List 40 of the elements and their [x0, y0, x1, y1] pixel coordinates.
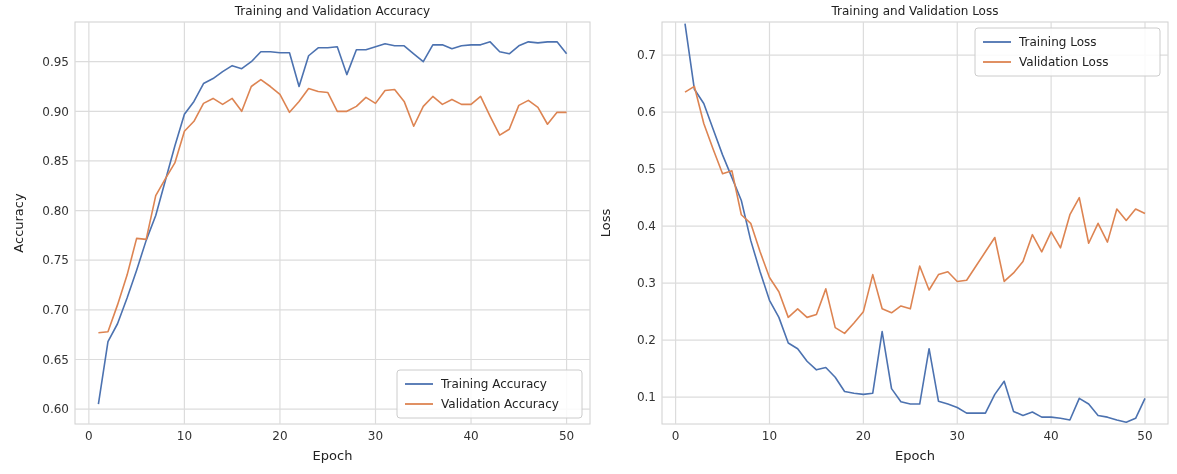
x-tick-label: 20 [272, 429, 288, 443]
y-tick-label: 0.4 [636, 219, 656, 234]
y-tick-label: 0.7 [636, 48, 656, 63]
chart-title: Training and Validation Loss [830, 4, 999, 18]
y-tick-label: 0.95 [42, 54, 69, 69]
y-tick-label: 0.65 [42, 352, 69, 367]
x-axis-title: Epoch [312, 448, 353, 463]
legend-label: Validation Loss [1019, 55, 1109, 70]
y-tick-label: 0.60 [42, 402, 69, 417]
y-tick-label: 0.85 [42, 154, 69, 169]
y-tick-label: 0.2 [636, 333, 656, 348]
x-tick-label: 40 [463, 429, 479, 443]
y-tick-label: 0.90 [42, 104, 69, 119]
x-tick-label: 30 [949, 429, 965, 443]
x-tick-label: 10 [761, 429, 778, 443]
y-tick-label: 0.6 [636, 105, 656, 120]
chart-title: Training and Validation Accuracy [233, 4, 431, 18]
x-tick-label: 50 [1137, 429, 1153, 443]
line-series [684, 22, 1146, 424]
y-axis-title: Accuracy [11, 193, 26, 253]
y-tick-label: 0.5 [636, 162, 656, 177]
legend-label: Validation Accuracy [441, 397, 559, 412]
legend-label: Training Loss [1018, 35, 1097, 50]
y-tick-label: 0.70 [42, 303, 69, 318]
y-axis-title: Loss [598, 208, 613, 238]
x-tick-label: 30 [367, 429, 384, 443]
line-series [684, 85, 1146, 335]
x-tick-label: 10 [176, 429, 193, 443]
y-tick-label: 0.3 [636, 276, 656, 291]
x-axis-title: Epoch [895, 448, 935, 463]
x-tick-label: 40 [1043, 429, 1059, 443]
x-tick-label: 0 [85, 429, 93, 443]
y-tick-label: 0.80 [42, 203, 69, 218]
x-tick-label: 50 [558, 429, 575, 443]
x-tick-label: 0 [671, 429, 680, 443]
line-series [97, 78, 568, 334]
x-tick-label: 20 [855, 429, 872, 443]
y-tick-label: 0.1 [636, 390, 656, 405]
legend-label: Training Accuracy [440, 377, 547, 392]
y-tick-label: 0.75 [42, 253, 69, 268]
